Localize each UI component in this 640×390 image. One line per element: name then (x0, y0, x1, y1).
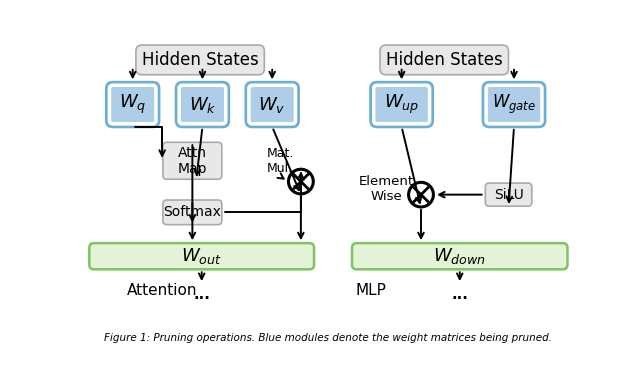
Text: Mat.
Mul.: Mat. Mul. (266, 147, 294, 175)
FancyBboxPatch shape (352, 243, 568, 269)
Text: Attn
Map: Attn Map (178, 145, 207, 176)
Text: SiLU: SiLU (493, 188, 524, 202)
FancyBboxPatch shape (483, 82, 545, 127)
Text: $W_v$: $W_v$ (259, 94, 286, 115)
FancyBboxPatch shape (371, 82, 433, 127)
Text: $W_q$: $W_q$ (119, 93, 147, 116)
Circle shape (408, 182, 433, 207)
FancyBboxPatch shape (163, 200, 222, 225)
FancyBboxPatch shape (90, 243, 314, 269)
Text: Figure 1: Pruning operations. Blue modules denote the weight matrices being prun: Figure 1: Pruning operations. Blue modul… (104, 333, 552, 343)
Text: ...: ... (193, 287, 210, 302)
Text: $W_{up}$: $W_{up}$ (384, 93, 419, 116)
FancyBboxPatch shape (163, 142, 222, 179)
Text: $W_{down}$: $W_{down}$ (433, 246, 486, 266)
Text: $W_k$: $W_k$ (189, 94, 216, 115)
FancyBboxPatch shape (106, 82, 159, 127)
Text: MLP: MLP (355, 283, 386, 298)
Circle shape (289, 169, 313, 194)
Text: $W_{gate}$: $W_{gate}$ (492, 93, 536, 116)
FancyBboxPatch shape (176, 82, 229, 127)
Text: Hidden States: Hidden States (386, 51, 502, 69)
Text: Attention: Attention (127, 283, 197, 298)
FancyBboxPatch shape (246, 82, 298, 127)
FancyBboxPatch shape (485, 183, 532, 206)
Text: Softmax: Softmax (163, 206, 221, 219)
Text: ...: ... (451, 287, 468, 302)
Text: Element
Wise: Element Wise (358, 175, 413, 203)
Text: Hidden States: Hidden States (141, 51, 259, 69)
Text: $W_{out}$: $W_{out}$ (181, 246, 222, 266)
